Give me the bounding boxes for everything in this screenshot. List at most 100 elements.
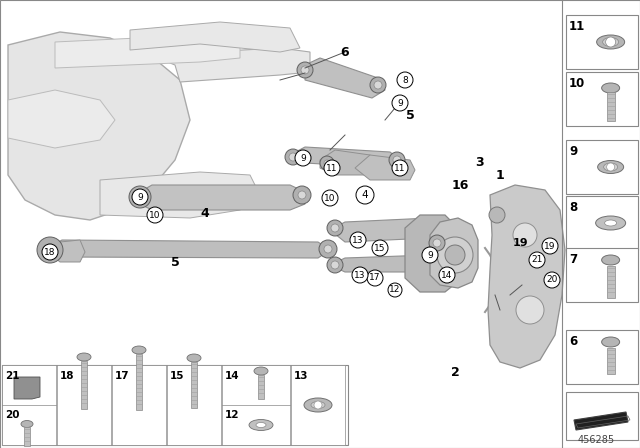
Ellipse shape — [21, 421, 33, 427]
Text: 11: 11 — [394, 164, 406, 172]
Ellipse shape — [304, 398, 332, 412]
Circle shape — [422, 247, 438, 263]
Text: 6: 6 — [569, 335, 577, 348]
Circle shape — [489, 207, 505, 223]
Circle shape — [320, 156, 334, 170]
Circle shape — [132, 189, 148, 205]
Circle shape — [331, 261, 339, 269]
Ellipse shape — [603, 38, 619, 47]
Ellipse shape — [602, 255, 620, 265]
Bar — [136, 354, 142, 410]
Circle shape — [367, 270, 383, 286]
Ellipse shape — [256, 422, 266, 427]
Bar — [191, 362, 197, 408]
Circle shape — [429, 235, 445, 251]
Ellipse shape — [249, 419, 273, 431]
Text: 9: 9 — [427, 250, 433, 259]
Circle shape — [372, 240, 388, 256]
Bar — [566, 392, 638, 440]
Circle shape — [388, 283, 402, 297]
Text: 15: 15 — [374, 244, 386, 253]
Bar — [57, 365, 111, 445]
Text: 9: 9 — [137, 193, 143, 202]
Circle shape — [129, 186, 151, 208]
Text: 20: 20 — [547, 276, 557, 284]
Circle shape — [327, 257, 343, 273]
Ellipse shape — [596, 216, 626, 230]
Circle shape — [445, 245, 465, 265]
Circle shape — [285, 149, 301, 165]
Bar — [566, 248, 638, 302]
Text: 10: 10 — [569, 77, 585, 90]
Circle shape — [324, 160, 330, 166]
Ellipse shape — [602, 337, 620, 347]
Circle shape — [607, 163, 614, 171]
Polygon shape — [130, 22, 300, 52]
Text: 10: 10 — [149, 211, 161, 220]
Polygon shape — [488, 185, 565, 368]
Text: 20: 20 — [5, 410, 19, 420]
Bar — [566, 15, 638, 69]
Circle shape — [42, 244, 58, 260]
Circle shape — [289, 153, 297, 161]
Bar — [81, 361, 87, 409]
Bar — [24, 427, 30, 446]
Circle shape — [44, 244, 56, 256]
Bar — [566, 196, 638, 250]
Text: 6: 6 — [340, 46, 349, 59]
Circle shape — [319, 240, 337, 258]
Ellipse shape — [605, 220, 617, 226]
Polygon shape — [405, 215, 460, 292]
Circle shape — [295, 150, 311, 166]
Circle shape — [433, 239, 441, 247]
Circle shape — [147, 207, 163, 223]
Bar — [607, 92, 614, 121]
Text: 2: 2 — [451, 366, 460, 379]
Circle shape — [392, 95, 408, 111]
Circle shape — [298, 191, 306, 199]
Ellipse shape — [602, 83, 620, 93]
Text: 14: 14 — [225, 371, 239, 381]
Text: 12: 12 — [225, 410, 239, 420]
Text: 11: 11 — [326, 164, 338, 172]
Text: 4: 4 — [200, 207, 209, 220]
Bar — [607, 266, 614, 298]
Text: 16: 16 — [451, 178, 468, 191]
Text: 13: 13 — [294, 371, 308, 381]
Circle shape — [544, 272, 560, 288]
Circle shape — [37, 237, 63, 263]
Polygon shape — [150, 48, 310, 82]
Circle shape — [135, 192, 145, 202]
Text: 14: 14 — [442, 271, 452, 280]
Text: 10: 10 — [324, 194, 336, 202]
Circle shape — [437, 237, 473, 273]
Bar — [222, 365, 290, 445]
Circle shape — [293, 186, 311, 204]
Circle shape — [301, 66, 309, 74]
Bar — [291, 365, 345, 445]
Text: 12: 12 — [389, 285, 401, 294]
Circle shape — [327, 220, 343, 236]
Text: 13: 13 — [352, 236, 364, 245]
Text: 3: 3 — [476, 155, 484, 168]
Circle shape — [374, 81, 382, 89]
Text: 17: 17 — [115, 371, 130, 381]
Text: 18: 18 — [60, 371, 74, 381]
Text: 7: 7 — [569, 253, 577, 266]
Bar — [607, 348, 614, 374]
Ellipse shape — [596, 35, 625, 49]
Polygon shape — [330, 255, 440, 272]
Ellipse shape — [604, 163, 618, 171]
Circle shape — [352, 267, 368, 283]
Polygon shape — [14, 377, 40, 399]
Circle shape — [324, 245, 332, 253]
Circle shape — [529, 252, 545, 268]
Circle shape — [392, 160, 408, 176]
Text: 19: 19 — [512, 238, 528, 248]
Circle shape — [439, 267, 455, 283]
Text: 8: 8 — [402, 76, 408, 85]
Bar — [566, 140, 638, 194]
Polygon shape — [100, 172, 260, 218]
Polygon shape — [574, 412, 628, 430]
Polygon shape — [8, 90, 115, 148]
